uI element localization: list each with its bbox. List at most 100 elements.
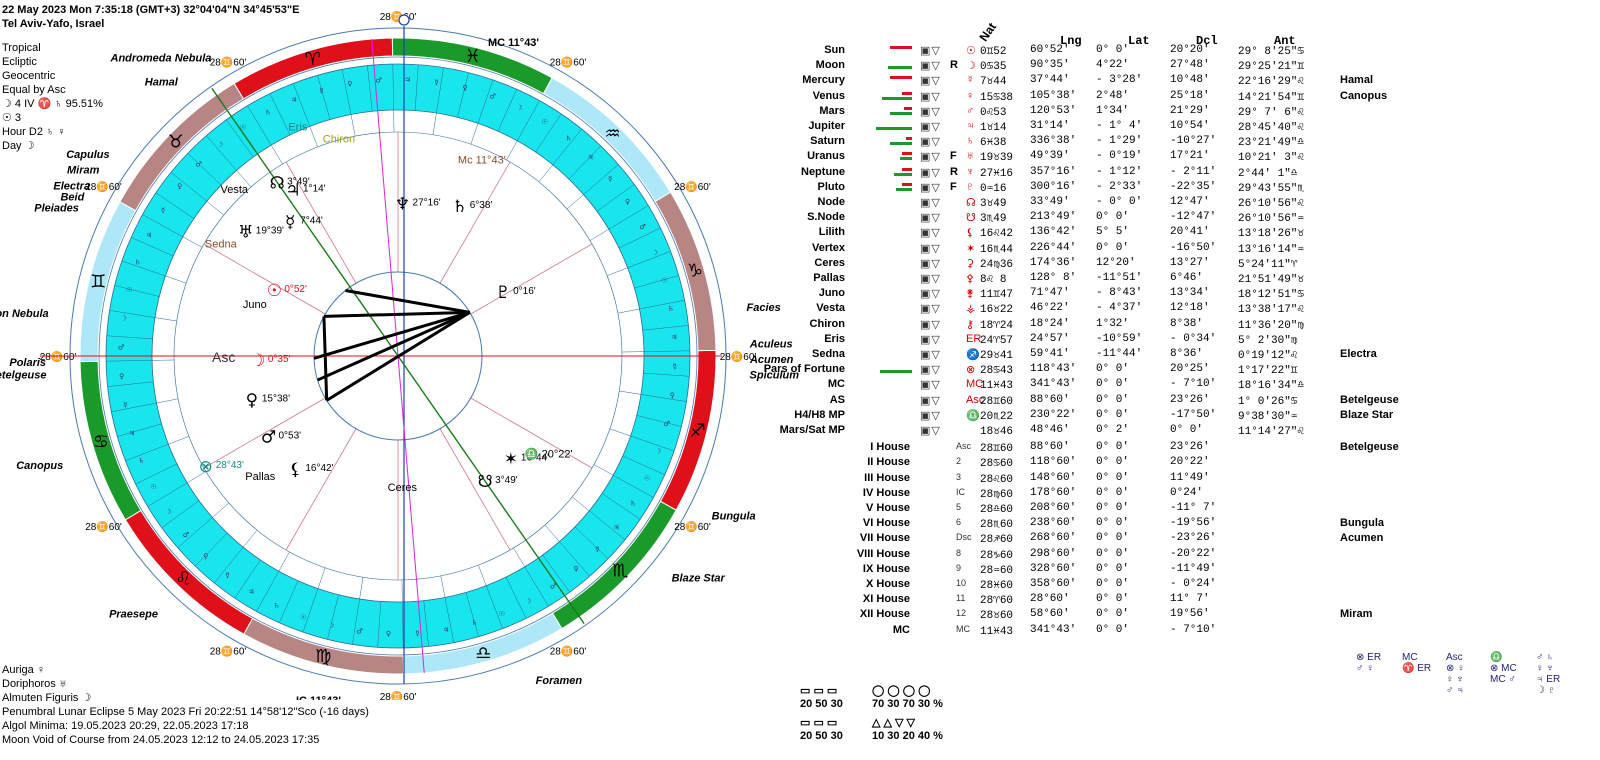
table-row[interactable]: Ceres ▣▽ ⚳ 24♍36 174°36' 12°20' 13°27' 5°24'11"…: [760, 257, 1450, 272]
table-row[interactable]: X House 10 28♓60 358°60' 0° 0' - 0°24': [760, 578, 1450, 593]
strength-bars: [872, 60, 912, 72]
aspect-icons: ▣▽: [920, 273, 941, 285]
natal-chart-wheel[interactable]: ♈♉♊♋♌♍ ♎♏♐♑♒♓♂♀☿♃♄☉☽♂♀☿♃♄☉☽♂♀☿♃♄☉☽♂♀☿♃♄☉☽…: [0, 0, 800, 700]
table-row[interactable]: MC ▣▽ MC 11♓43 341°43' 0° 0' - 7°10' 18°16'34"♎: [760, 378, 1450, 393]
antiscia: 29° 8'25"♋: [1238, 46, 1305, 58]
house-name: III House: [864, 471, 910, 484]
table-row[interactable]: VIII House 8 28♑60 298°60' 0° 0' -20°22': [760, 548, 1450, 563]
fixed-star-label: Pleiades: [34, 202, 79, 214]
aspect-icons: ▣▽: [920, 136, 941, 149]
term-glyph: ♀: [347, 80, 352, 88]
longitude: 105°38': [1030, 89, 1077, 102]
degree-division: [170, 172, 225, 216]
table-row[interactable]: IV House IC 28♍60 178°60' 0° 0' 0°24': [760, 487, 1450, 502]
table-row[interactable]: Venus ▣▽ ♀ 15♋38 105°38' 2°48' 25°18' 14°21'54"…: [760, 90, 1450, 105]
table-row[interactable]: IX House 9 28♒60 328°60' 0° 0' -11°49': [760, 563, 1450, 578]
aspect-icons: ▣▽: [920, 318, 941, 331]
degree-division: [392, 64, 395, 133]
term-glyph: ☉: [644, 474, 650, 482]
motion-flag: F: [950, 150, 957, 163]
table-row[interactable]: Mars ▣▽ ♂ 0♌53 120°53' 1°34' 21°29' 29° 7' 6"♌: [760, 105, 1450, 120]
table-row[interactable]: Chiron ▣▽ ⚷ 18♈24 18°24' 1°32' 8°38' 11°36'20"♍: [760, 318, 1450, 333]
longitude: 174°36': [1030, 256, 1077, 269]
latitude: 1°32': [1096, 317, 1130, 330]
table-row[interactable]: VII House Dsc 28♐60 268°60' 0° 0' -23°26' Acum…: [760, 532, 1450, 547]
antiscia: 13°38'17"♌: [1238, 304, 1305, 317]
table-row[interactable]: XI House 11 28♈60 28°60' 0° 0' 11° 7': [760, 593, 1450, 608]
aspect-line: [325, 311, 471, 402]
table-row[interactable]: VI House 6 28♏60 238°60' 0° 0' -19°56' Bungula: [760, 517, 1450, 532]
term-glyph: ☿: [123, 401, 127, 409]
planet-degree-label: 28°43': [216, 460, 244, 471]
table-row[interactable]: S.Node ▣▽ ☋ 3♏49 213°49' 0° 0' -12°47' 26°10'56…: [760, 211, 1450, 226]
planet-glyph: ✶: [966, 242, 976, 255]
zodiac-position: 11♊47: [980, 289, 1014, 302]
declination: -22°35': [1170, 180, 1217, 193]
house-glyph: 3: [956, 471, 962, 482]
table-row[interactable]: Saturn ▣▽ ♄ 6♓38 336°38' - 1°29' -10°27' 23°21'…: [760, 135, 1450, 150]
table-row[interactable]: Vertex ▣▽ ✶ 16♏44 226°44' 0° 0' -16°50' 13°16'1…: [760, 242, 1450, 257]
term-glyph: ♄: [668, 305, 674, 313]
declination: 20°20': [1170, 44, 1210, 56]
table-row[interactable]: Pluto ▣▽ F ♇ 0♒16 300°16' - 2°33' -22°35' 29°43'…: [760, 181, 1450, 196]
table-row[interactable]: III House 3 28♌60 148°60' 0° 0' 11°49': [760, 472, 1450, 487]
table-row[interactable]: Pars of Fortune ▣▽ ⊗ 28♋43 118°43' 0° 0' 20°25…: [760, 363, 1450, 378]
table-row[interactable]: II House 2 28♋60 118°60' 0° 0' 20°22': [760, 456, 1450, 471]
table-row[interactable]: Mercury ▣▽ ☿ 7♉44 37°44' - 3°28' 10°48' 22°16'2…: [760, 74, 1450, 89]
fixed-star: Betelgeuse: [1340, 393, 1399, 406]
zodiac-position: 28♍60: [980, 488, 1014, 501]
table-row[interactable]: MC MC 11♓43 341°43' 0° 0' - 7°10': [760, 624, 1450, 639]
table-row[interactable]: XII House 12 28♉60 58°60' 0° 0' 19°56' Miram: [760, 608, 1450, 623]
table-row[interactable]: Uranus ▣▽ F ♅ 19♉39 49°39' - 0°19' 17°21' 10°21'…: [760, 150, 1450, 165]
fixed-star-label: Facies: [747, 302, 781, 314]
aspect-line: [323, 310, 470, 318]
bottom-info-algol: Algol Minima: 19.05.2023 20:29, 22.05.20…: [2, 720, 249, 732]
fixed-star-label: Spiculum: [750, 369, 800, 381]
table-row[interactable]: Juno ▣▽ ⚵ 11♊47 71°47' - 8°43' 13°34' 18°12'51"…: [760, 287, 1450, 302]
quality-percentages: 70 30 70 30 %: [872, 698, 943, 710]
planet-glyph: ♅: [966, 150, 975, 163]
chart-location: Tel Aviv-Yafo, Israel: [2, 18, 105, 30]
planetary-day: Day ☽: [2, 140, 35, 152]
house-name: IX House: [862, 562, 910, 575]
table-row[interactable]: Sun ▣▽ ☉ 0♊52 60°52' 0° 0' 20°20' 29° 8'25"♋: [760, 44, 1450, 59]
house-cusp-label: 28♊60': [85, 520, 122, 533]
latitude: 0° 0': [1096, 486, 1130, 499]
longitude: 128° 8': [1030, 272, 1077, 284]
table-row[interactable]: Pallas ▣▽ ⚴ 8♌ 8 128° 8' -11°51' 6°46' 21°51'49…: [760, 272, 1450, 287]
table-row[interactable]: H4/H8 MP ▣▽ ♎ 20♏22 230°22' 0° 0' -17°50' 9°38'…: [760, 409, 1450, 424]
term-glyph: ☽: [328, 622, 334, 630]
table-row[interactable]: AS ▣▽ Asc 28♊60 88°60' 0° 0' 23°26' 1° 0'26"♋ Be…: [760, 394, 1450, 409]
planet-name: Uranus: [807, 150, 845, 163]
strength-bars: [872, 425, 912, 437]
planet-name: Juno: [818, 287, 845, 300]
planet-degree-label: 27°16': [413, 198, 441, 209]
table-row[interactable]: Sedna ▣▽ ♐ 29♉41 59°41' -11°44' 8°36' 0°19'12"♌…: [760, 348, 1450, 363]
latitude: - 1°29': [1096, 135, 1143, 148]
house-glyph: 11: [956, 593, 966, 604]
table-row[interactable]: Vesta ▣▽ ⚶ 16♉22 46°22' - 4°37' 12°18' 13°38'17…: [760, 302, 1450, 317]
term-glyph: ♀: [177, 183, 182, 191]
table-row[interactable]: Moon ▣▽ R ☽ 0♋35 90°35' 4°22' 27°48' 29°25'21"♊: [760, 59, 1450, 74]
table-row[interactable]: Mars/Sat MP ▣▽ 18♉46 48°46' 0° 2' 0° 0' 11°14'…: [760, 424, 1450, 439]
table-row[interactable]: Lilith ▣▽ ⚸ 16♌42 136°42' 5° 5' 20°41' 13°18'26…: [760, 226, 1450, 241]
longitude: 328°60': [1030, 562, 1077, 575]
aspect-icons: ▣▽: [920, 394, 941, 407]
table-row[interactable]: Eris ▣▽ ER 24♈57 24°57' -10°59' - 0°34' 5° 2'30…: [760, 333, 1450, 348]
degree-division: [544, 524, 590, 577]
ant-column-header: Ant: [1274, 34, 1296, 48]
table-row[interactable]: I House Asc 28♊60 88°60' 0° 0' 23°26' Betelgeu…: [760, 441, 1450, 456]
aspect-icons: ▣▽: [920, 288, 941, 301]
latitude: 0° 0': [1096, 456, 1130, 469]
planet-glyph: ☉: [966, 45, 976, 57]
planet-degree-label: 7°44': [300, 216, 323, 227]
table-row[interactable]: Node ▣▽ ☊ 3♉49 33°49' - 0° 0' 12°47' 26°10'56"♌: [760, 196, 1450, 211]
planet-degree-label: 3°49': [287, 176, 310, 187]
degree-division: [538, 128, 582, 183]
fixed-star: Acumen: [1340, 532, 1384, 545]
table-row[interactable]: V House 5 28♎60 208°60' 0° 0' -11° 7': [760, 502, 1450, 517]
table-row[interactable]: Jupiter ▣▽ ♃ 1♉14 31°14' - 1° 4' 10°54' 28°45'4…: [760, 120, 1450, 135]
table-row[interactable]: Neptune ▣▽ R ♆ 27♓16 357°16' - 1°12' - 2°11' 2°4…: [760, 166, 1450, 181]
degree-division: [440, 575, 455, 643]
zodiac-position: 0♒16: [980, 182, 1007, 195]
